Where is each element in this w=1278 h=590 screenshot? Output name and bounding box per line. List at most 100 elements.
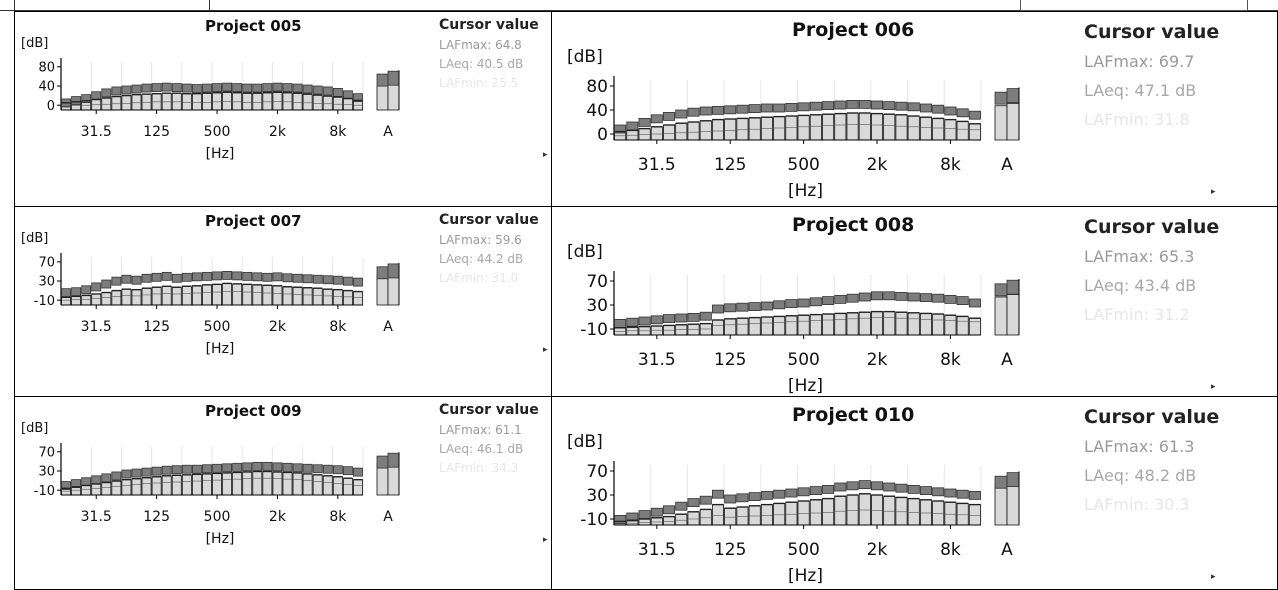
y-axis-label: [dB]	[567, 242, 603, 262]
bar-lafmax	[858, 480, 871, 489]
x-tick-label: 31.5	[81, 124, 112, 140]
bar-leq	[675, 122, 688, 141]
chart-svg: Project 007 [dB] 70 30 -10 31.5 125 500 2k 8k A [Hz…	[21, 212, 400, 357]
bar-lafmax	[202, 271, 212, 281]
bar-lafmax	[699, 311, 712, 321]
scroll-arrow-icon[interactable]: ▸	[543, 345, 548, 355]
bar-lafmax	[956, 296, 969, 305]
bar-lafmax	[302, 463, 313, 473]
bar-lafmax	[111, 276, 122, 286]
bar-leq	[71, 295, 82, 306]
bar-leq	[883, 113, 896, 141]
bar-lafmax	[748, 492, 761, 501]
bar-lafmax	[151, 272, 162, 282]
bar-lafmax	[883, 291, 896, 301]
x-tick-label: 8k	[940, 350, 961, 370]
bar-leq	[724, 118, 737, 141]
bar-leq	[191, 285, 202, 306]
bar-lafmax	[322, 275, 333, 285]
y-tick-label: 40	[38, 80, 55, 95]
bar-lafmax	[342, 466, 353, 476]
bar-lafmax	[919, 486, 932, 495]
bar-leq	[131, 94, 142, 111]
bar-leq	[282, 286, 293, 306]
scroll-arrow-icon[interactable]: ▸	[543, 150, 548, 160]
bar-lafmax	[907, 292, 920, 302]
total-bar-lafmax-2	[1006, 88, 1020, 103]
bar-lafmax	[232, 83, 243, 92]
bar-lafmax	[675, 501, 688, 511]
cursor-lafmax: LAFmax: 65.3	[1084, 247, 1195, 266]
y-tick-label: -10	[580, 320, 608, 340]
x-tick-label: 8k	[329, 319, 347, 335]
cursor-laeq: LAeq: 40.5 dB	[439, 57, 524, 71]
bar-lafmax	[858, 292, 871, 302]
bar-leq	[232, 92, 243, 111]
x-tick-label: 31.5	[81, 319, 112, 335]
bar-leq	[191, 473, 202, 496]
bar-leq	[353, 291, 363, 306]
scroll-arrow-icon[interactable]: ▸	[1211, 187, 1216, 197]
scroll-arrow-icon[interactable]: ▸	[1211, 382, 1216, 392]
bar-leq	[895, 311, 908, 336]
scroll-arrow-icon[interactable]: ▸	[543, 535, 548, 545]
bar-lafmax	[797, 298, 810, 308]
bar-lafmax	[161, 82, 172, 92]
bar-lafmax	[895, 101, 908, 111]
chart-panel-project-010: Project 010 [dB] 70 30 -10 31.5 125 500 2k 8k A [Hz…	[551, 396, 1278, 590]
bar-leq	[919, 313, 932, 336]
bar-lafmax	[191, 272, 202, 282]
scroll-arrow-icon[interactable]: ▸	[1211, 572, 1216, 582]
x-tick-label: 500	[787, 350, 819, 370]
total-bar-laeq-2	[387, 83, 400, 111]
bar-leq	[968, 123, 981, 141]
total-bar-laeq-2	[1006, 294, 1020, 336]
x-tick-label: 125	[143, 509, 170, 525]
bar-lafmax	[101, 279, 112, 289]
bar-lafmax	[626, 317, 639, 327]
bar-lafmax	[91, 475, 102, 485]
bar-lafmax	[968, 298, 981, 308]
cursor-laeq: LAeq: 43.4 dB	[1084, 276, 1197, 295]
bar-leq	[760, 316, 773, 336]
bar-leq	[332, 96, 343, 111]
x-tick-label: 500	[787, 540, 819, 560]
x-tick-label: 500	[204, 124, 231, 140]
bar-leq	[282, 92, 293, 111]
bar-lafmax	[846, 100, 859, 109]
bar-leq	[232, 472, 243, 496]
chart-svg: Project 006 [dB] 80 40 0 31.5 125 500 2k 8k A [Hz]	[567, 19, 1020, 201]
bar-lafmax	[760, 301, 773, 311]
bar-lafmax	[71, 287, 82, 297]
bar-leq	[760, 504, 773, 526]
bar-leq	[919, 499, 932, 526]
chart-title: Project 006	[792, 19, 914, 41]
bar-leq	[332, 289, 343, 306]
bar-lafmax	[870, 100, 884, 110]
cursor-lafmin: LAFmin: 31.8	[1084, 110, 1190, 129]
bar-lafmax	[846, 293, 859, 303]
bar-leq	[822, 498, 835, 526]
bar-leq	[232, 283, 243, 306]
cursor-value-title: Cursor value	[1084, 216, 1220, 238]
total-label: A	[383, 319, 393, 335]
y-tick-label: 80	[586, 77, 608, 97]
bar-lafmax	[834, 100, 847, 110]
bar-leq	[121, 288, 132, 306]
bar-lafmax	[292, 273, 303, 283]
x-tick-label: 8k	[940, 155, 961, 175]
bar-lafmax	[312, 85, 323, 95]
bar-lafmax	[724, 105, 737, 115]
bar-lafmax	[907, 102, 920, 112]
bar-leq	[809, 314, 822, 336]
cursor-value-title: Cursor value	[1084, 406, 1220, 428]
bar-lafmax	[191, 464, 202, 474]
y-tick-label: 30	[586, 296, 608, 316]
bar-leq	[870, 311, 884, 336]
bar-lafmax	[797, 487, 810, 497]
bar-lafmax	[773, 489, 786, 499]
bar-lafmax	[614, 319, 627, 328]
bar-lafmax	[932, 293, 945, 303]
bar-lafmax	[171, 83, 182, 92]
bar-leq	[302, 93, 313, 111]
